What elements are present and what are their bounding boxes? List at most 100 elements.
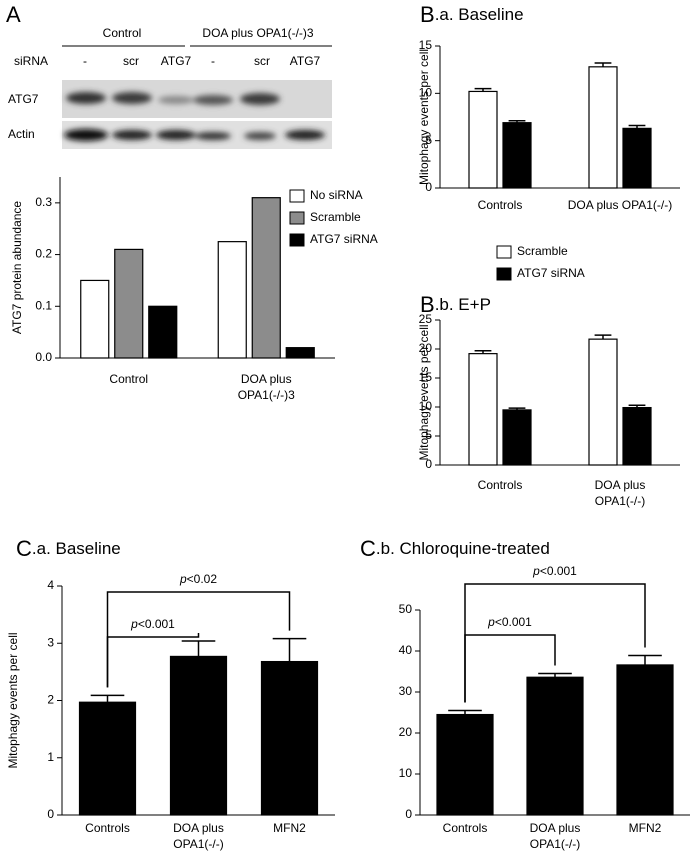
bar <box>468 353 498 466</box>
y-tick-label: 4 <box>47 578 54 592</box>
lane-label: ATG7 <box>161 54 192 68</box>
western-blot: A Control DOA plus OPA1(-/-)3 siRNA - sc… <box>6 2 332 149</box>
x-tick-label: OPA1(-/-) <box>173 837 223 851</box>
y-tick-label: 0.0 <box>35 350 52 364</box>
legend-label: Scramble <box>310 210 361 224</box>
row-label: ATG7 <box>8 92 39 106</box>
significance-label: p<0.001 <box>130 617 175 631</box>
row-header: siRNA <box>14 54 48 68</box>
error-bar <box>594 334 612 340</box>
legend-label: No siRNA <box>310 188 363 202</box>
lane-label: - <box>211 54 215 68</box>
lane-label: scr <box>123 54 139 68</box>
y-axis-label: Mitophagy events per cell <box>417 324 431 460</box>
y-tick-label: 5 <box>425 428 432 442</box>
row-label: Actin <box>8 127 35 141</box>
panel-label: C <box>16 536 32 561</box>
error-bar <box>508 120 526 123</box>
lane-label: scr <box>254 54 270 68</box>
y-tick-label: 0 <box>405 807 412 821</box>
panel-title: C.b. Chloroquine-treated <box>360 536 550 561</box>
y-tick-label: 3 <box>47 635 54 649</box>
significance-label: p<0.02 <box>179 572 217 586</box>
y-tick-label: 30 <box>399 684 413 698</box>
legend-label: ATG7 siRNA <box>517 266 585 280</box>
legend-label: Scramble <box>517 244 568 258</box>
y-tick-label: 1 <box>47 750 54 764</box>
title: .a. Baseline <box>32 539 121 558</box>
legend-label: ATG7 siRNA <box>310 232 378 246</box>
bar <box>169 655 228 816</box>
legend-swatch <box>289 189 305 203</box>
x-tick-label: Controls <box>85 821 130 835</box>
bar <box>502 409 532 466</box>
y-axis-label: ATG7 protein abundance <box>10 201 24 335</box>
error-bar <box>594 62 612 67</box>
lane-label: ATG7 <box>290 54 321 68</box>
y-axis-label: Mitophagy events per cell <box>6 632 20 768</box>
error-bar <box>474 87 492 92</box>
error-bar <box>448 709 482 715</box>
significance-label: p<0.001 <box>532 564 577 578</box>
x-tick-label: DOA plus <box>595 478 646 492</box>
bar <box>80 279 110 359</box>
error-bar <box>508 407 526 410</box>
y-tick-label: 2 <box>47 693 54 707</box>
bar <box>251 197 281 359</box>
y-tick-label: 10 <box>399 766 413 780</box>
error-bar <box>181 640 216 657</box>
y-tick-label: 0.3 <box>35 195 52 209</box>
lane-label: - <box>83 54 87 68</box>
panel-label: A <box>6 2 21 27</box>
bands <box>64 92 325 141</box>
y-tick-label: 15 <box>419 370 433 384</box>
y-tick-label: 25 <box>419 312 433 326</box>
y-tick-label: 0 <box>47 807 54 821</box>
error-bar <box>272 637 307 662</box>
error-bar <box>628 654 662 665</box>
y-tick-label: 50 <box>399 602 413 616</box>
panel-title: B.a. Baseline <box>420 2 524 27</box>
panel-title: C.a. Baseline <box>16 536 121 561</box>
error-bar <box>628 404 646 408</box>
x-tick-label: MFN2 <box>629 821 662 835</box>
bar <box>114 248 144 359</box>
x-tick-label: DOA plus OPA1(-/-) <box>568 198 672 212</box>
bar <box>285 347 315 359</box>
legend-swatch <box>496 245 512 259</box>
y-tick-label: 0 <box>425 457 432 471</box>
legend-swatch <box>289 211 305 225</box>
significance-label: p<0.001 <box>487 615 532 629</box>
bar <box>502 122 532 189</box>
x-tick-label: Control <box>109 372 148 386</box>
error-bar <box>474 349 492 354</box>
bar <box>588 66 618 189</box>
significance-bracket <box>464 583 646 703</box>
bar <box>260 660 319 816</box>
x-tick-label: OPA1(-/-)3 <box>238 388 295 402</box>
y-tick-label: 0.1 <box>35 298 52 312</box>
legend-swatch <box>289 233 305 247</box>
bar <box>588 338 618 466</box>
x-tick-label: OPA1(-/-) <box>530 837 580 851</box>
title: .b. Chloroquine-treated <box>376 539 550 558</box>
y-tick-label: 0.2 <box>35 247 52 261</box>
y-tick-label: 20 <box>419 341 433 355</box>
error-bar <box>538 672 572 678</box>
y-tick-label: 20 <box>399 725 413 739</box>
bar <box>526 676 584 816</box>
title: .b. E+P <box>435 295 491 314</box>
bar <box>622 406 652 466</box>
y-tick-label: 0 <box>425 180 432 194</box>
bar <box>616 664 674 816</box>
y-axis-label: Mitophagy events per cell <box>417 49 431 185</box>
group-label: Control <box>103 26 142 40</box>
bar <box>468 90 498 189</box>
panel-label: B <box>420 2 435 27</box>
x-tick-label: DOA plus <box>530 821 581 835</box>
y-tick-label: 40 <box>399 643 413 657</box>
panel-title: B.b. E+P <box>420 292 491 317</box>
x-tick-label: Controls <box>478 198 523 212</box>
bar <box>622 127 652 189</box>
